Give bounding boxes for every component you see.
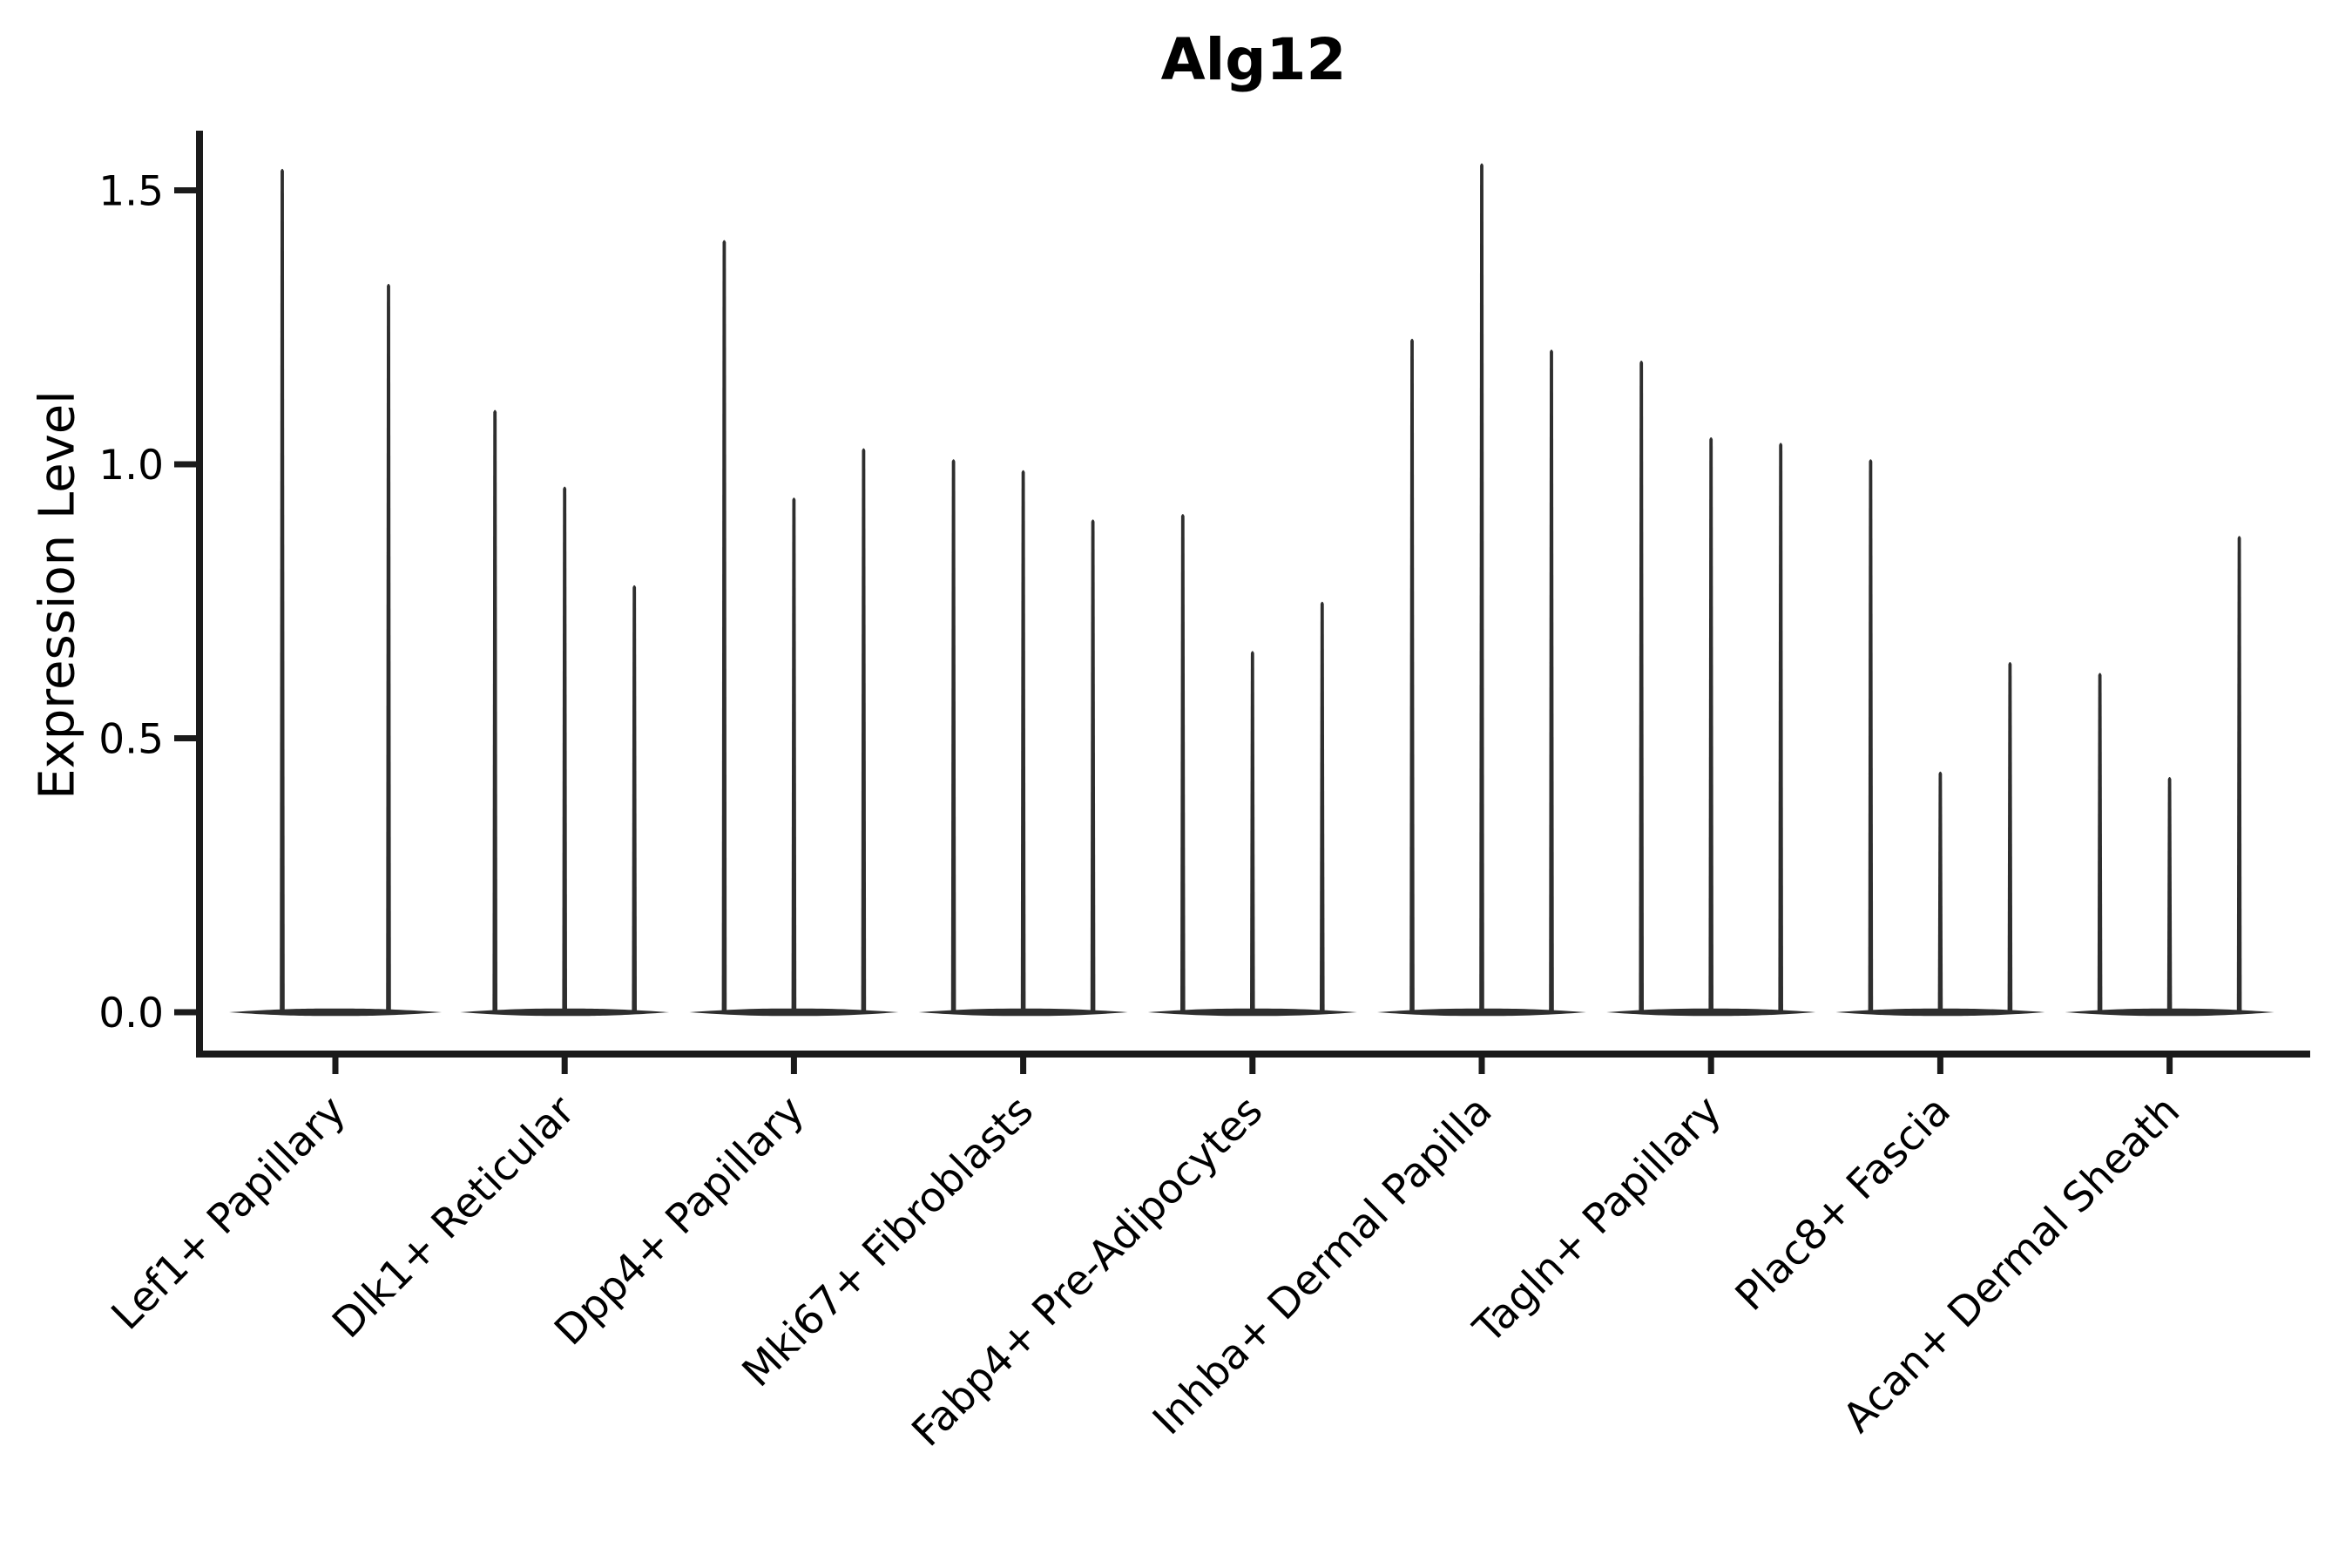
violin-spike: [2007, 661, 2013, 1012]
violin-spike: [1708, 437, 1713, 1012]
violin-spike: [1479, 163, 1484, 1013]
violin-spike: [721, 240, 727, 1012]
violin-spike: [1020, 470, 1026, 1012]
violin-spike: [1639, 360, 1644, 1012]
violin-spike: [1409, 338, 1415, 1013]
violin-spike: [2097, 672, 2103, 1012]
violin-spike: [280, 168, 285, 1013]
violin-spike: [1250, 651, 1255, 1012]
violin-spike: [791, 497, 797, 1012]
violin-spike: [562, 486, 567, 1012]
violin-spike: [1868, 459, 1874, 1012]
violin-spike: [632, 585, 637, 1012]
x-tick-label: Lef1+ Papillary: [103, 1087, 355, 1340]
violin-spike: [1180, 514, 1186, 1012]
x-tick-label: Dpp4+ Papillary: [545, 1087, 814, 1355]
x-tick-label: Dlk1+ Reticular: [323, 1086, 585, 1348]
violin-spike: [1937, 771, 1943, 1012]
violin-spike: [1549, 349, 1554, 1012]
y-tick-label: 1.5: [98, 168, 164, 216]
y-tick-label: 0.0: [98, 990, 164, 1037]
violin-spike: [2236, 536, 2242, 1012]
violin-base: [229, 1008, 442, 1017]
violin-spike: [1320, 601, 1325, 1012]
chart-title: Alg12: [1160, 26, 1347, 93]
violin-spike: [2166, 777, 2173, 1012]
violin-spike: [1090, 519, 1096, 1012]
y-tick-label: 1.0: [98, 442, 164, 490]
violin-spike: [492, 409, 497, 1013]
y-tick-label: 0.5: [98, 716, 164, 764]
violin-spike: [861, 448, 867, 1012]
x-tick-label: Plac8+ Fascia: [1727, 1087, 1960, 1321]
violin-spike: [950, 459, 956, 1012]
violin-spike: [386, 283, 391, 1012]
x-tick-label: Tagln+ Papillary: [1464, 1087, 1731, 1354]
violin-spike: [1778, 443, 1783, 1013]
